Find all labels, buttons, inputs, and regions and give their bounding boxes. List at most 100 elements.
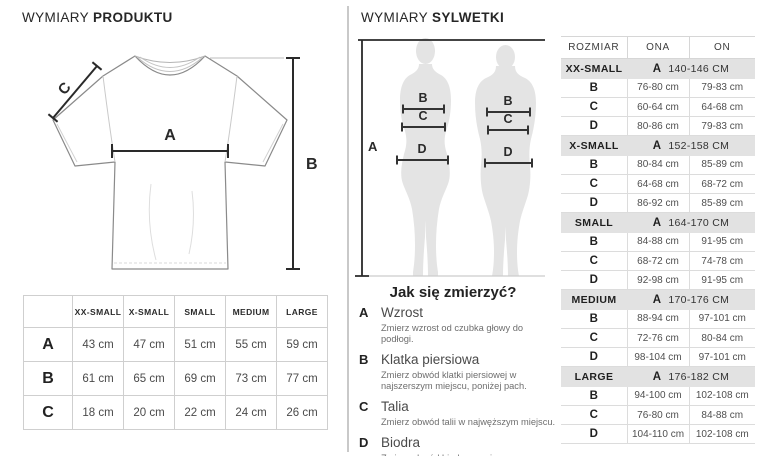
body-measure-diagram: A B C D B C D xyxy=(355,38,545,277)
col-header-on: ON xyxy=(688,36,755,59)
corner-cell xyxy=(23,295,73,328)
female-label-b: B xyxy=(418,91,427,105)
ona-value-cell: 86-92 cm xyxy=(626,193,689,213)
size-column-header: LARGE xyxy=(276,295,328,328)
how-to-letter: A xyxy=(359,305,369,320)
measurement-row: B 94-100 cm 102-108 cm xyxy=(561,386,755,406)
measurement-row: C 68-72 cm 74-78 cm xyxy=(561,251,755,271)
size-name-cell: X-SMALL xyxy=(561,135,627,156)
measurement-row: C 64-68 cm 68-72 cm xyxy=(561,174,755,194)
measurement-row: C 76-80 cm 84-88 cm xyxy=(561,405,755,425)
measure-a-width-line xyxy=(111,144,229,158)
measure-letter-cell: D xyxy=(561,116,627,136)
measurement-row: C 72-76 cm 80-84 cm xyxy=(561,328,755,348)
on-value-cell: 74-78 cm xyxy=(688,251,755,271)
col-header-rozmiar: ROZMIAR xyxy=(561,36,627,59)
on-value-cell: 97-101 cm xyxy=(688,347,755,367)
collar-back-line xyxy=(134,55,206,63)
male-waist-bar xyxy=(487,125,529,135)
dimension-value-cell: 20 cm xyxy=(123,395,175,430)
measure-b-length-line xyxy=(286,57,300,270)
measurement-row: D 86-92 cm 85-89 cm xyxy=(561,193,755,213)
tshirt-measure-diagram: A B C xyxy=(47,55,318,270)
size-name-cell: XX-SMALL xyxy=(561,58,627,79)
size-section-band: X-SMALL A 152-158 CM xyxy=(561,135,755,156)
ona-value-cell: 76-80 cm xyxy=(626,78,689,98)
measure-letter-cell: A xyxy=(23,327,73,362)
male-label-d: D xyxy=(503,145,512,159)
height-letter: A xyxy=(652,62,662,75)
measure-letter-cell: B xyxy=(561,386,627,406)
body-size-table: ROZMIAR ONA ON XX-SMALL A 140-146 CM B 76-80… xyxy=(561,36,755,444)
ona-value-cell: 84-88 cm xyxy=(626,232,689,252)
measure-letter-cell: D xyxy=(561,270,627,290)
measure-letter-cell: D xyxy=(561,424,627,444)
measure-c-sleeve-line xyxy=(47,61,103,123)
measurement-row: B 84-88 cm 91-95 cm xyxy=(561,232,755,252)
size-column-header: MEDIUM xyxy=(225,295,277,328)
product-table-header-row: XX-SMALL X-SMALL SMALL MEDIUM LARGE xyxy=(23,295,328,328)
measure-letter-cell: C xyxy=(561,328,627,348)
col-header-ona: ONA xyxy=(626,36,689,59)
male-label-c: C xyxy=(503,112,512,126)
title-regular-part: WYMIARY xyxy=(361,10,428,25)
dimension-value-cell: 73 cm xyxy=(225,361,277,396)
height-range-value: 140-146 CM xyxy=(668,62,730,75)
how-to-item-head: C Talia xyxy=(359,399,557,415)
on-value-cell: 85-89 cm xyxy=(688,193,755,213)
tshirt-outline xyxy=(52,55,288,270)
size-column-header: XX-SMALL xyxy=(72,295,124,328)
shirt-measure-lines xyxy=(47,57,300,270)
how-to-item-head: D Biodra xyxy=(359,435,557,451)
product-dimensions-title: WYMIARY PRODUKTU xyxy=(22,10,173,25)
ona-value-cell: 88-94 cm xyxy=(626,309,689,329)
how-to-description: Zmierz obwód bioder w najszerszym miejsc… xyxy=(381,453,557,456)
ona-value-cell: 80-84 cm xyxy=(626,155,689,175)
tshirt-drawing xyxy=(52,55,288,270)
male-label-b: B xyxy=(503,94,512,108)
measure-letter-cell: C xyxy=(561,174,627,194)
fabric-drape-lines xyxy=(148,183,194,261)
ona-value-cell: 60-64 cm xyxy=(626,97,689,117)
dimension-value-cell: 69 cm xyxy=(174,361,226,396)
dimension-value-cell: 22 cm xyxy=(174,395,226,430)
size-column-header: X-SMALL xyxy=(123,295,175,328)
measurement-row: D 104-110 cm 102-108 cm xyxy=(561,424,755,444)
how-to-name: Klatka piersiowa xyxy=(381,352,480,367)
size-section-band: LARGE A 176-182 CM xyxy=(561,366,755,387)
ona-value-cell: 94-100 cm xyxy=(626,386,689,406)
measure-letter-cell: C xyxy=(23,395,73,430)
measure-a-height-line xyxy=(355,40,369,277)
on-value-cell: 84-88 cm xyxy=(688,405,755,425)
male-chest-bar xyxy=(486,107,531,117)
measurement-row: D 98-104 cm 97-101 cm xyxy=(561,347,755,367)
body-table-header-row: ROZMIAR ONA ON xyxy=(561,36,755,59)
size-name-cell: LARGE xyxy=(561,366,627,387)
size-section-band: SMALL A 164-170 CM xyxy=(561,212,755,233)
ona-value-cell: 64-68 cm xyxy=(626,174,689,194)
measure-letter-cell: C xyxy=(561,405,627,425)
dimension-value-cell: 47 cm xyxy=(123,327,175,362)
ona-value-cell: 80-86 cm xyxy=(626,116,689,136)
measurement-row: D 92-98 cm 91-95 cm xyxy=(561,270,755,290)
dimension-value-cell: 24 cm xyxy=(225,395,277,430)
female-waist-bar xyxy=(401,122,446,132)
height-range-value: 164-170 CM xyxy=(668,216,730,229)
measure-letter-cell: C xyxy=(561,97,627,117)
female-bust-bar xyxy=(402,104,445,114)
height-range-cell: A 140-146 CM xyxy=(627,58,755,79)
how-to-item: C Talia Zmierz obwód talii w najwęższym mi… xyxy=(359,399,557,428)
height-range-cell: A 164-170 CM xyxy=(627,212,755,233)
how-to-measure-heading: Jak się zmierzyć? xyxy=(389,284,517,301)
measurement-row: B 80-84 cm 85-89 cm xyxy=(561,155,755,175)
measurement-row: C 60-64 cm 64-68 cm xyxy=(561,97,755,117)
section-divider xyxy=(347,6,349,452)
measurement-row: D 80-86 cm 79-83 cm xyxy=(561,116,755,136)
height-letter: A xyxy=(652,370,662,383)
product-table-row: A 43 cm 47 cm 51 cm 55 cm 59 cm xyxy=(23,327,328,362)
shirt-label-b: B xyxy=(306,156,318,173)
size-name-cell: SMALL xyxy=(561,212,627,233)
dimension-value-cell: 61 cm xyxy=(72,361,124,396)
cuff-stitch-lines xyxy=(56,123,284,163)
